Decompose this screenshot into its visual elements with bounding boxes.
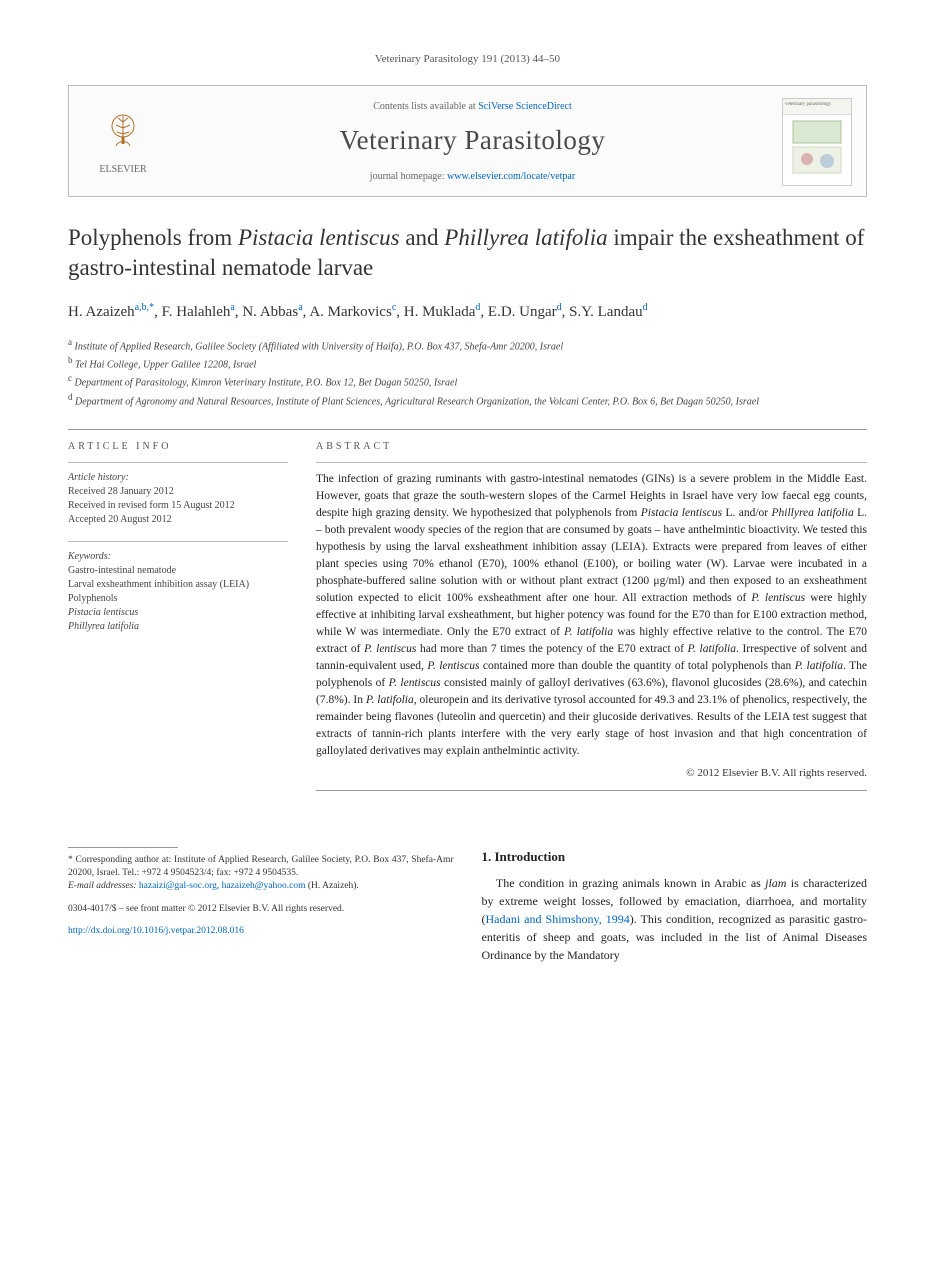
journal-homepage-link[interactable]: www.elsevier.com/locate/vetpar — [447, 171, 575, 182]
abstract-copyright: © 2012 Elsevier B.V. All rights reserved… — [316, 766, 867, 781]
abstract-text: The infection of grazing ruminants with … — [316, 471, 867, 760]
section-heading-introduction: 1. Introduction — [482, 847, 868, 867]
affiliation-line: a Institute of Applied Research, Galilee… — [68, 336, 867, 354]
contents-prefix: Contents lists available at — [373, 101, 478, 112]
divider — [316, 790, 867, 791]
keyword-item: Pistacia lentiscus — [68, 606, 288, 620]
divider — [68, 541, 288, 542]
divider — [316, 462, 867, 463]
email-person: (H. Azaizeh). — [308, 881, 359, 891]
article-title: Polyphenols from Pistacia lentiscus and … — [68, 223, 867, 282]
affiliation-line: d Department of Agronomy and Natural Res… — [68, 391, 867, 409]
abstract-heading: ABSTRACT — [316, 440, 867, 454]
article-info-heading: ARTICLE INFO — [68, 440, 288, 454]
cover-thumb-title: veterinary parasitology — [783, 99, 851, 115]
running-head: Veterinary Parasitology 191 (2013) 44–50 — [68, 52, 867, 67]
homepage-line: journal homepage: www.elsevier.com/locat… — [163, 170, 782, 184]
keyword-item: Polyphenols — [68, 592, 288, 606]
keywords-block: Keywords: Gastro-intestinal nematodeLarv… — [68, 550, 288, 634]
author-email-link[interactable]: hazaizi@gal-soc.org, hazaizeh@yahoo.com — [139, 881, 306, 891]
left-body-column: * Corresponding author at: Institute of … — [68, 847, 454, 965]
affiliations: a Institute of Applied Research, Galilee… — [68, 336, 867, 409]
keywords-label: Keywords: — [68, 550, 288, 564]
keyword-item: Larval exsheathment inhibition assay (LE… — [68, 578, 288, 592]
keyword-item: Phillyrea latifolia — [68, 620, 288, 634]
publisher-label: ELSEVIER — [99, 163, 147, 177]
email-label: E-mail addresses: — [68, 881, 139, 891]
publisher-logo-block: ELSEVIER — [83, 108, 163, 177]
corresponding-author-footnote: * Corresponding author at: Institute of … — [68, 854, 454, 894]
history-line: Received in revised form 15 August 2012 — [68, 499, 288, 513]
history-line: Accepted 20 August 2012 — [68, 513, 288, 527]
history-label: Article history: — [68, 471, 288, 485]
journal-masthead: ELSEVIER Contents lists available at Sci… — [68, 85, 867, 197]
footnote-rule — [68, 847, 178, 848]
affiliation-line: b Tel Hai College, Upper Galilee 12208, … — [68, 354, 867, 372]
intro-paragraph: The condition in grazing animals known i… — [482, 874, 868, 964]
divider — [68, 462, 288, 463]
abstract-column: ABSTRACT The infection of grazing rumina… — [316, 440, 867, 791]
article-info-column: ARTICLE INFO Article history: Received 2… — [68, 440, 288, 791]
corr-author-text: * Corresponding author at: Institute of … — [68, 854, 454, 881]
divider — [68, 429, 867, 430]
right-body-column: 1. Introduction The condition in grazing… — [482, 847, 868, 965]
affiliation-line: c Department of Parasitology, Kimron Vet… — [68, 372, 867, 390]
issn-line: 0304-4017/$ – see front matter © 2012 El… — [68, 902, 454, 916]
masthead-center: Contents lists available at SciVerse Sci… — [163, 100, 782, 184]
journal-cover-thumb: veterinary parasitology — [782, 98, 852, 186]
cover-thumb-graphic-icon — [787, 115, 847, 179]
sciencedirect-link[interactable]: SciVerse ScienceDirect — [478, 101, 572, 112]
contents-available-line: Contents lists available at SciVerse Sci… — [163, 100, 782, 114]
journal-name: Veterinary Parasitology — [163, 122, 782, 160]
keyword-item: Gastro-intestinal nematode — [68, 564, 288, 578]
elsevier-tree-icon — [99, 108, 147, 156]
citation-link[interactable]: Hadani and Shimshony, 1994 — [486, 912, 630, 926]
doi-link[interactable]: http://dx.doi.org/10.1016/j.vetpar.2012.… — [68, 926, 244, 936]
article-history-block: Article history: Received 28 January 201… — [68, 471, 288, 527]
homepage-prefix: journal homepage: — [370, 171, 447, 182]
history-line: Received 28 January 2012 — [68, 485, 288, 499]
author-list: H. Azaizeha,b,*, F. Halahleha, N. Abbasa… — [68, 300, 867, 324]
